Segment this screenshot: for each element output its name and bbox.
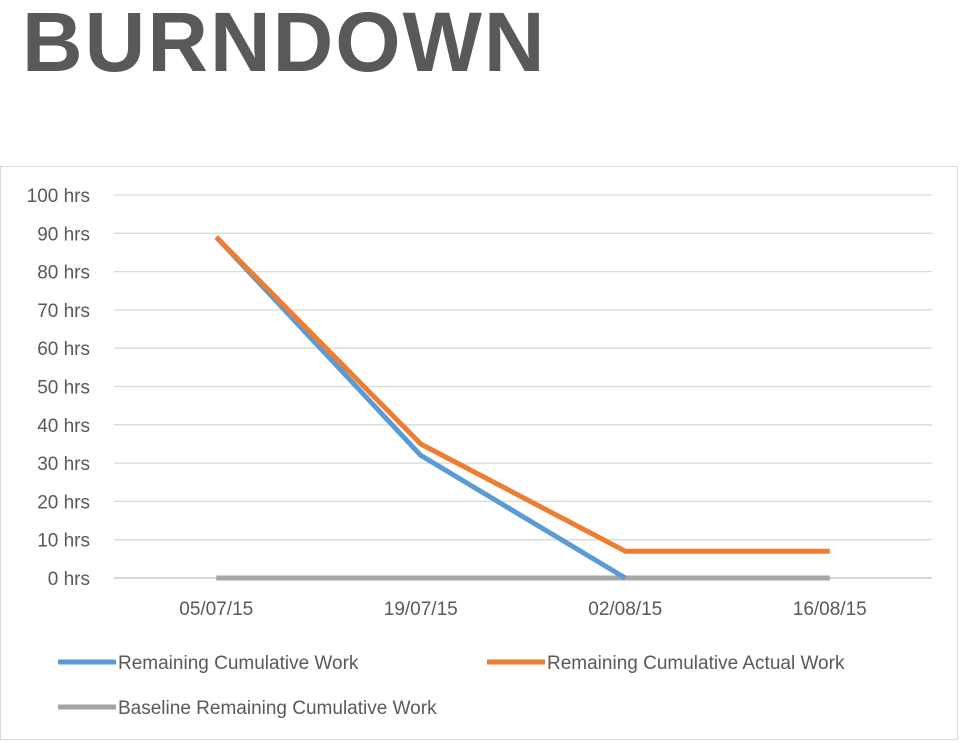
series-line-2 [214,235,830,554]
legend-entry: Remaining Cumulative Actual Work [547,653,845,674]
y-tick-label: 100 hrs [27,186,90,207]
x-tick-label: 19/07/15 [384,599,458,620]
legend-entry: Baseline Remaining Cumulative Work [118,698,437,719]
y-tick-label: 90 hrs [37,224,90,245]
series-line-1 [214,235,627,581]
y-tick-label: 80 hrs [37,263,90,284]
y-tick-label: 10 hrs [37,531,90,552]
x-tick-label: 16/08/15 [793,599,867,620]
page-title: BURNDOWN [22,0,547,89]
legend-entry: Remaining Cumulative Work [118,653,359,674]
x-tick-label: 02/08/15 [588,599,662,620]
y-tick-label: 40 hrs [37,416,90,437]
y-tick-label: 30 hrs [37,454,90,475]
y-tick-label: 70 hrs [37,301,90,322]
y-tick-label: 60 hrs [37,339,90,360]
chart-frame [0,166,958,740]
y-tick-label: 0 hrs [48,569,90,590]
x-tick-label: 05/07/15 [179,599,253,620]
y-tick-label: 20 hrs [37,492,90,513]
y-tick-label: 50 hrs [37,378,90,399]
